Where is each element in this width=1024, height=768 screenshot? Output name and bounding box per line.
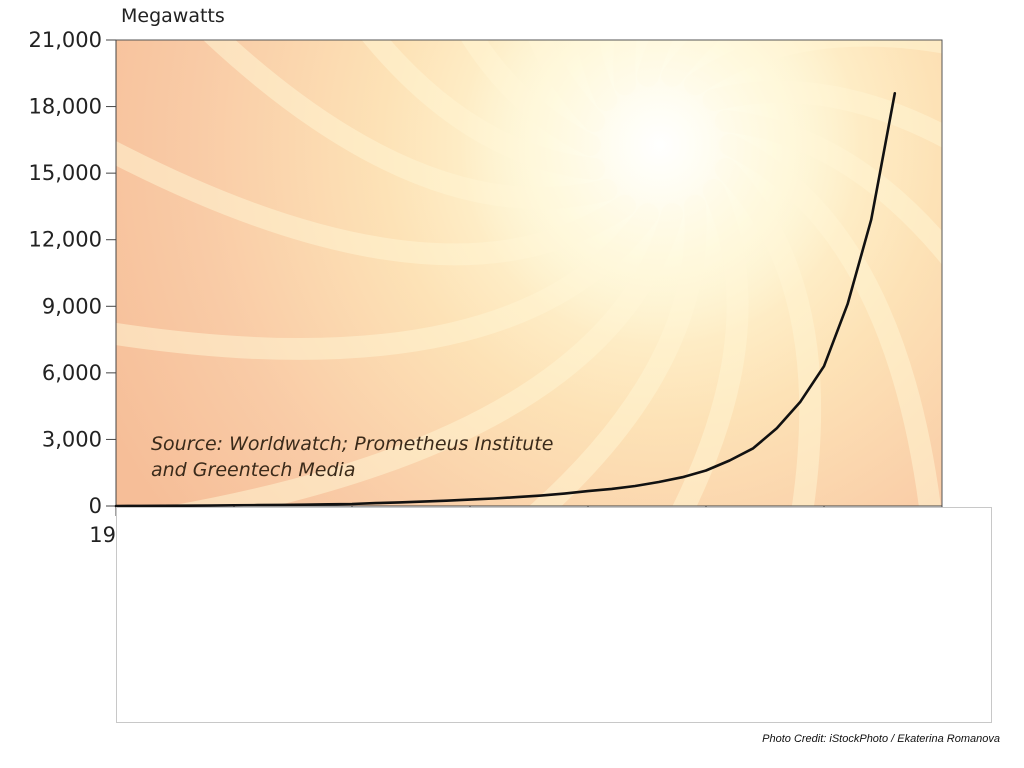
y-tick-label: 6,000 (42, 361, 102, 385)
source-annotation: Source: Worldwatch; Prometheus Institute… (151, 431, 553, 483)
data-point (563, 492, 565, 494)
data-point (516, 496, 518, 498)
data-point (304, 503, 306, 505)
y-axis-ticks: 0 3,000 6,000 9,000 12,000 15,000 18,000 21,000 (29, 28, 116, 518)
data-point (799, 401, 801, 403)
data-point (469, 498, 471, 500)
data-point (846, 303, 848, 305)
y-tick-label: 0 (89, 494, 102, 518)
source-line-1: Source: Worldwatch; Prometheus Institute (151, 433, 554, 455)
data-point (280, 504, 282, 506)
data-point (705, 469, 707, 471)
data-point (374, 502, 376, 504)
data-point (587, 490, 589, 492)
data-point (752, 447, 754, 449)
data-point (422, 500, 424, 502)
y-tick-label: 12,000 (29, 228, 102, 252)
data-point (327, 503, 329, 505)
photo-credit: Photo Credit: iStockPhoto / Ekaterina Ro… (762, 733, 1000, 745)
data-point (681, 476, 683, 478)
sun-glow (116, 40, 942, 506)
y-axis-title: Megawatts (121, 5, 225, 27)
y-tick-label: 15,000 (29, 161, 102, 185)
data-point (823, 365, 825, 367)
source-line-2: and Greentech Media (151, 459, 356, 481)
y-tick-label: 3,000 (42, 427, 102, 451)
plot-background (115, 39, 943, 507)
data-point (492, 497, 494, 499)
data-point (610, 488, 612, 490)
data-point (870, 219, 872, 221)
y-tick-label: 18,000 (29, 95, 102, 119)
y-tick-label: 21,000 (29, 28, 102, 52)
data-point (728, 459, 730, 461)
data-point (658, 481, 660, 483)
data-point (540, 494, 542, 496)
caption-box (116, 507, 992, 723)
data-point (398, 501, 400, 503)
data-point (776, 427, 778, 429)
series-line (114, 92, 897, 508)
data-point (351, 503, 353, 505)
data-point (634, 485, 636, 487)
data-point (445, 499, 447, 501)
data-point (256, 504, 258, 506)
data-point (894, 92, 896, 94)
y-tick-label: 9,000 (42, 294, 102, 318)
